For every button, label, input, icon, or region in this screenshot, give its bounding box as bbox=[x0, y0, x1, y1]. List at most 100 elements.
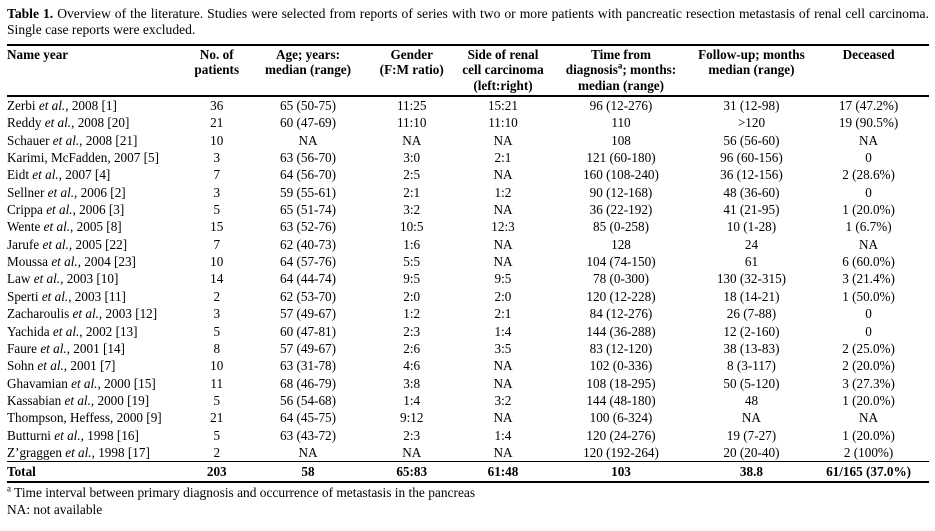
cell-side: 1:4 bbox=[494, 427, 512, 443]
cell-gender: 10:5 bbox=[399, 219, 424, 235]
total-cell-age: 58 bbox=[251, 461, 365, 484]
cell-age: 56 (54-68) bbox=[279, 392, 337, 408]
cell-side: 15:21 bbox=[487, 98, 518, 114]
col-header-time: Time from diagnosisa; months: median (rang… bbox=[547, 45, 695, 96]
cell-deceased: 3 (21.4%) bbox=[842, 271, 895, 287]
total-cell-side: 61:48 bbox=[458, 461, 548, 484]
cell-name-year: Reddy et al., 2008 [20] bbox=[7, 115, 130, 131]
cell-followup: NA bbox=[741, 410, 761, 426]
cell-gender: 2:5 bbox=[403, 167, 421, 183]
col-header-line: (left:right) bbox=[473, 77, 533, 93]
cell-gender: 9:5 bbox=[403, 271, 421, 287]
cell-name-year: Thompson, Heffess, 2000 [9] bbox=[7, 410, 162, 426]
cell-followup: 8 (3-117) bbox=[726, 358, 776, 374]
study-row: Crippa et al., 2006 [3] 5 65 (51-74) 3:2 NA 3… bbox=[7, 201, 929, 218]
cell-patients: 5 bbox=[213, 202, 221, 218]
study-row: Zacharoulis et al., 2003 [12] 3 57 (49-67)… bbox=[7, 305, 929, 322]
cell-name-year: Butturni et al., 1998 [16] bbox=[7, 427, 139, 443]
cell-followup: 130 (32-315) bbox=[716, 271, 787, 287]
cell-age: 64 (56-70) bbox=[279, 167, 337, 183]
cell-name-year: Kassabian et al., 2000 [19] bbox=[7, 392, 150, 408]
cell-time: 84 (12-276) bbox=[589, 306, 653, 322]
study-row: Yachida et al., 2002 [13] 5 60 (47-81) 2:3 1… bbox=[7, 323, 929, 340]
cell-time: 78 (0-300) bbox=[592, 271, 650, 287]
cell-name-year: Crippa et al., 2006 [3] bbox=[7, 202, 125, 218]
cell-gender: 1:6 bbox=[403, 236, 421, 252]
col-header-line: Follow-up; months bbox=[698, 46, 805, 62]
cell-gender: 5:5 bbox=[403, 254, 421, 270]
table-body: Zerbi et al., 2008 [1] 36 65 (50-75) 11:25 1… bbox=[7, 96, 929, 462]
cell-age: 63 (31-78) bbox=[279, 358, 337, 374]
cell-name-year: Zerbi et al., 2008 [1] bbox=[7, 98, 117, 114]
cell-side: 3:5 bbox=[494, 340, 512, 356]
cell-time: 128 bbox=[611, 236, 631, 252]
cell-name-year: Jarufe et al., 2005 [22] bbox=[7, 236, 128, 252]
cell-deceased: 19 (90.5%) bbox=[838, 115, 899, 131]
cell-gender: 3:2 bbox=[403, 202, 421, 218]
col-header-line: cell carcinoma bbox=[462, 62, 544, 78]
cell-time: 121 (60-180) bbox=[586, 150, 656, 166]
cell-gender: 2:0 bbox=[403, 288, 421, 304]
footnote: NA: not available bbox=[7, 501, 103, 517]
cell-time: 100 (6-324) bbox=[589, 410, 653, 426]
cell-gender: 2:3 bbox=[403, 427, 421, 443]
study-row: Eidt et al., 2007 [4] 7 64 (56-70) 2:5 NA 160… bbox=[7, 166, 929, 183]
cell-followup: 48 (36-60) bbox=[723, 184, 780, 200]
cell-gender: 11:10 bbox=[396, 115, 427, 131]
total-cell-deceased: 61/165 (37.0%) bbox=[808, 461, 929, 484]
cell-time: 110 bbox=[611, 115, 631, 131]
cell-patients: 5 bbox=[213, 427, 221, 443]
paper-page: Table 1. Overview of the literature. Stu… bbox=[7, 6, 929, 518]
cell-followup: 18 (14-21) bbox=[723, 288, 780, 304]
col-header-line: No. of bbox=[199, 46, 234, 62]
col-header-followup: Follow-up; months median (range) bbox=[695, 45, 808, 96]
col-header-deceased: Deceased bbox=[808, 45, 929, 96]
cell-deceased: 17 (47.2%) bbox=[838, 98, 899, 114]
cell-side: 9:5 bbox=[494, 271, 512, 287]
cell-deceased: 3 (27.3%) bbox=[842, 375, 895, 391]
cell-side: NA bbox=[493, 202, 513, 218]
cell-name-year: Sperti et al., 2003 [11] bbox=[7, 288, 126, 304]
col-header-line: (F:M ratio) bbox=[379, 62, 444, 78]
total-cell-followup: 38.8 bbox=[694, 461, 809, 484]
cell-time: 83 (12-120) bbox=[589, 340, 653, 356]
cell-side: NA bbox=[493, 254, 513, 270]
cell-gender: 3:8 bbox=[403, 375, 421, 391]
cell-time: 120 (24-276) bbox=[586, 427, 656, 443]
cell-time: 144 (36-288) bbox=[586, 323, 656, 339]
cell-patients: 36 bbox=[210, 98, 224, 114]
cell-followup: 96 (60-156) bbox=[720, 150, 783, 166]
footnotes: a Time interval between primary diagnosi… bbox=[7, 484, 929, 518]
study-row: Law et al., 2003 [10] 14 64 (44-74) 9:5 9:5 7… bbox=[7, 270, 929, 287]
cell-deceased: 2 (25.0%) bbox=[842, 340, 895, 356]
cell-patients: 21 bbox=[210, 410, 224, 426]
cell-name-year: Eidt et al., 2007 [4] bbox=[7, 167, 111, 183]
cell-gender: 2:3 bbox=[403, 323, 421, 339]
cell-deceased: 0 bbox=[865, 150, 872, 166]
cell-name-year: Schauer et al., 2008 [21] bbox=[7, 132, 138, 148]
cell-deceased: 1 (50.0%) bbox=[842, 288, 895, 304]
cell-followup: 41 (21-95) bbox=[723, 202, 780, 218]
cell-age: 63 (43-72) bbox=[279, 427, 337, 443]
cell-side: 2:1 bbox=[494, 150, 512, 166]
table-caption-text: Overview of the literature. Studies were… bbox=[7, 6, 929, 38]
cell-deceased: NA bbox=[859, 410, 879, 426]
cell-time: 104 (74-150) bbox=[586, 254, 656, 270]
cell-followup: 48 bbox=[744, 392, 759, 408]
cell-patients: 5 bbox=[213, 323, 221, 339]
cell-deceased: 1 (20.0%) bbox=[842, 392, 895, 408]
col-header-line: Name year bbox=[7, 46, 69, 62]
cell-side: NA bbox=[493, 167, 513, 183]
col-header-line: patients bbox=[194, 62, 240, 78]
cell-followup: 19 (7-27) bbox=[726, 427, 777, 443]
cell-followup: 38 (13-83) bbox=[723, 340, 780, 356]
cell-gender: 2:1 bbox=[403, 184, 421, 200]
cell-deceased: 6 (60.0%) bbox=[842, 254, 895, 270]
total-cell-time: 103 bbox=[547, 461, 695, 484]
cell-followup: 36 (12-156) bbox=[720, 167, 783, 183]
cell-side: 11:10 bbox=[488, 115, 518, 131]
cell-gender: NA bbox=[402, 444, 422, 460]
cell-side: 1:2 bbox=[494, 184, 512, 200]
table-header: Name year No. of patients Age; years: median… bbox=[7, 44, 929, 97]
study-row: Sperti et al., 2003 [11] 2 62 (53-70) 2:0 2:… bbox=[7, 288, 929, 305]
